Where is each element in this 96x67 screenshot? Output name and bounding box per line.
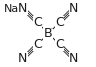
Text: N: N (69, 2, 79, 15)
Text: C: C (55, 16, 64, 29)
Text: C: C (55, 38, 64, 51)
Text: C: C (33, 16, 42, 29)
Text: ⁻: ⁻ (49, 25, 54, 34)
Text: C: C (33, 38, 42, 51)
Text: N: N (69, 52, 79, 65)
Text: Na: Na (4, 4, 20, 14)
Text: N: N (18, 52, 28, 65)
Text: B: B (44, 27, 53, 40)
Text: N: N (18, 2, 28, 15)
